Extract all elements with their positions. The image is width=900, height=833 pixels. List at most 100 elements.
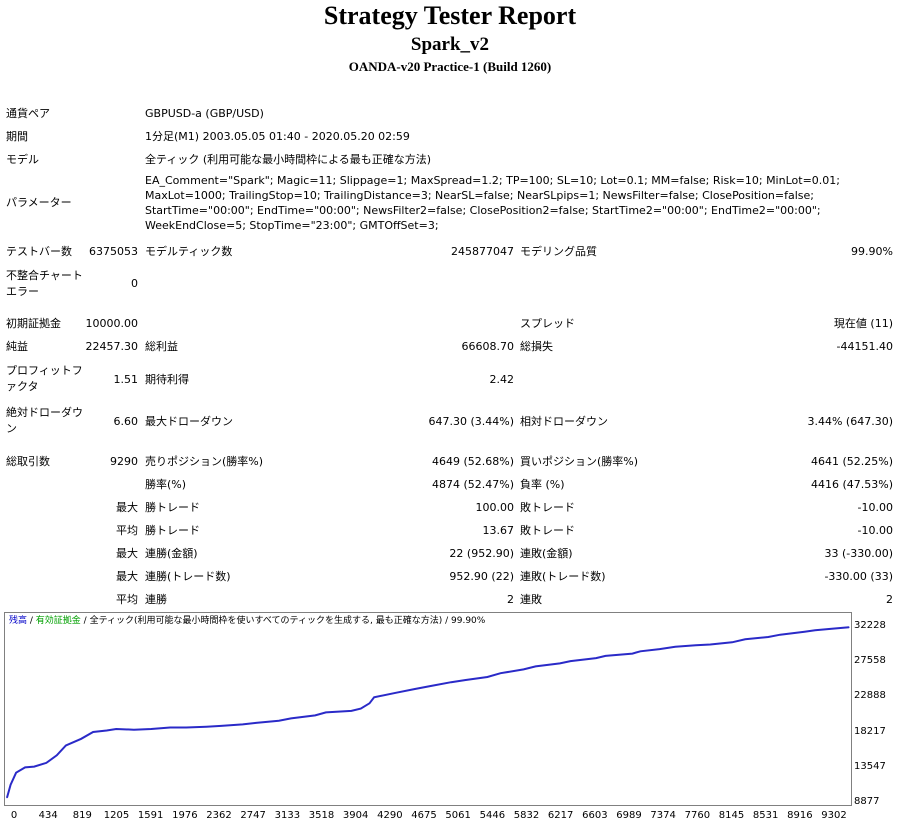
balance-point (205, 726, 207, 728)
short-label: 売りポジション(勝率%) (145, 455, 264, 468)
balance-point (350, 710, 352, 712)
winpct-label: 勝率(%) (145, 478, 187, 491)
balance-point (169, 726, 171, 729)
balance-point (220, 725, 222, 727)
y-tick-label: 32228 (854, 620, 886, 631)
legend-model: 全ティック(利用可能な最小時間枠を使いすべてのティックを生成する, 最も正確な方… (89, 616, 443, 626)
balance-point (255, 722, 257, 724)
balance-point (831, 628, 833, 630)
balance-point (150, 728, 152, 730)
avg-label-1: 平均 (116, 524, 138, 537)
y-tick-label: 18217 (854, 725, 886, 737)
mismatch-value: 0 (131, 277, 138, 290)
balance-point (56, 754, 58, 756)
balance-point (695, 644, 697, 646)
model-label: モデル (6, 153, 39, 166)
balance-point (559, 662, 561, 664)
consec-profit-label: 連勝(トレード数) (145, 570, 231, 583)
balance-point (535, 665, 537, 667)
x-tick-label: 8531 (752, 810, 779, 821)
absdd-label: 絶対ドローダウン (6, 406, 83, 435)
x-tick-label: 7374 (650, 810, 676, 821)
avg-consec-wins-label: 連勝 (145, 593, 167, 606)
x-tick-label: 0 (10, 810, 18, 821)
bars-value: 6375053 (89, 245, 138, 258)
chart-legend: 残高 / 有効証拠金 / 全ティック(利用可能な最小時間枠を使いすべてのティック… (9, 615, 485, 627)
total-label: 総取引数 (6, 455, 50, 468)
balance-point (523, 668, 525, 670)
balance-point (848, 626, 850, 628)
losspct-value: 4416 (47.53%) (810, 478, 893, 491)
balance-point (569, 660, 572, 662)
balance-point (465, 679, 467, 681)
x-tick-label: 3133 (274, 810, 301, 821)
balance-point (373, 696, 375, 698)
consec-loss-value: -330.00 (33) (824, 570, 893, 583)
params-label: パラメーター (6, 196, 72, 209)
period-value: 1分足(M1) 2003.05.05 01:40 - 2020.05.20 02… (145, 130, 410, 143)
balance-point (604, 655, 607, 657)
x-tick-label: 2362 (206, 810, 232, 821)
avg-win-value: 13.67 (482, 524, 515, 537)
y-tick-label: 22888 (854, 690, 886, 702)
balance-chart: 残高 / 有効証拠金 / 全ティック(利用可能な最小時間枠を使いすべてのティック… (4, 612, 894, 830)
consec-profit-value: 952.90 (22) (449, 570, 514, 583)
consec-loss-label: 連敗(トレード数) (520, 570, 606, 583)
balance-point (595, 657, 597, 659)
balance-point (500, 672, 502, 674)
pf-label: プロフィットファクタ (6, 364, 83, 393)
deposit-label: 初期証拠金 (6, 317, 61, 330)
model-value: 全ティック (利用可能な最小時間枠による最も正確な方法) (145, 153, 432, 166)
symbol-value: GBPUSD-a (GBP/USD) (145, 107, 264, 120)
mismatch-label: 不整合チャートエラー (6, 269, 83, 298)
consec-wins-label: 連勝(金額) (145, 547, 198, 560)
period-label: 期間 (6, 130, 28, 143)
pf-value: 1.51 (113, 373, 139, 386)
y-tick-label: 27558 (854, 655, 886, 667)
x-tick-label: 6603 (582, 810, 608, 821)
x-tick-label: 5832 (513, 810, 540, 821)
balance-point (15, 772, 17, 774)
balance-point (674, 646, 676, 648)
x-tick-label: 7760 (684, 810, 711, 821)
chart-plot-area: 残高 / 有効証拠金 / 全ティック(利用可能な最小時間枠を使いすべてのティック… (4, 612, 852, 806)
balance-point (744, 638, 746, 640)
netprofit-label: 純益 (6, 340, 28, 353)
total-value: 9290 (110, 455, 138, 468)
y-tick-label: 8877 (854, 796, 880, 807)
x-tick-label: 6217 (547, 810, 574, 821)
legend-balance: 残高 (9, 616, 28, 626)
spread-value: 現在値 (11) (833, 317, 893, 330)
avg-loss-label: 敗トレード (520, 524, 575, 537)
largest-loss-label: 敗トレード (520, 501, 575, 514)
max-label-2: 最大 (116, 547, 138, 560)
x-tick-label: 1205 (103, 810, 130, 821)
largest-win-value: 100.00 (475, 501, 515, 514)
balance-point (430, 685, 432, 687)
server-info: OANDA-v20 Practice-1 (Build 1260) (348, 59, 552, 74)
grossprofit-value: 66608.70 (461, 340, 515, 353)
grossloss-label: 総損失 (520, 340, 553, 353)
balance-point (185, 726, 187, 729)
reldd-label: 相対ドローダウン (520, 415, 608, 428)
balance-point (814, 629, 816, 631)
max-label-1: 最大 (116, 501, 138, 514)
balance-point (709, 643, 711, 646)
balance-point (65, 744, 67, 747)
params-value: EA_Comment="Spark"; Magic=11; Slippage=1… (145, 174, 840, 232)
maxdd-label: 最大ドローダウン (145, 415, 233, 428)
balance-point (450, 681, 452, 683)
balance-point (731, 641, 733, 643)
x-tick-label: 8916 (787, 810, 813, 821)
grossloss-value: -44151.40 (836, 340, 893, 353)
x-tick-label: 5446 (479, 810, 506, 821)
balance-line (6, 626, 850, 798)
balance-point (631, 653, 634, 655)
x-tick-label: 4675 (411, 810, 437, 821)
grossprofit-label: 総利益 (145, 340, 178, 353)
winpct-value: 4874 (52.47%) (431, 478, 514, 491)
balance-point (290, 717, 292, 719)
balance-point (106, 729, 108, 732)
balance-point (767, 636, 769, 638)
balance-point (45, 762, 47, 764)
